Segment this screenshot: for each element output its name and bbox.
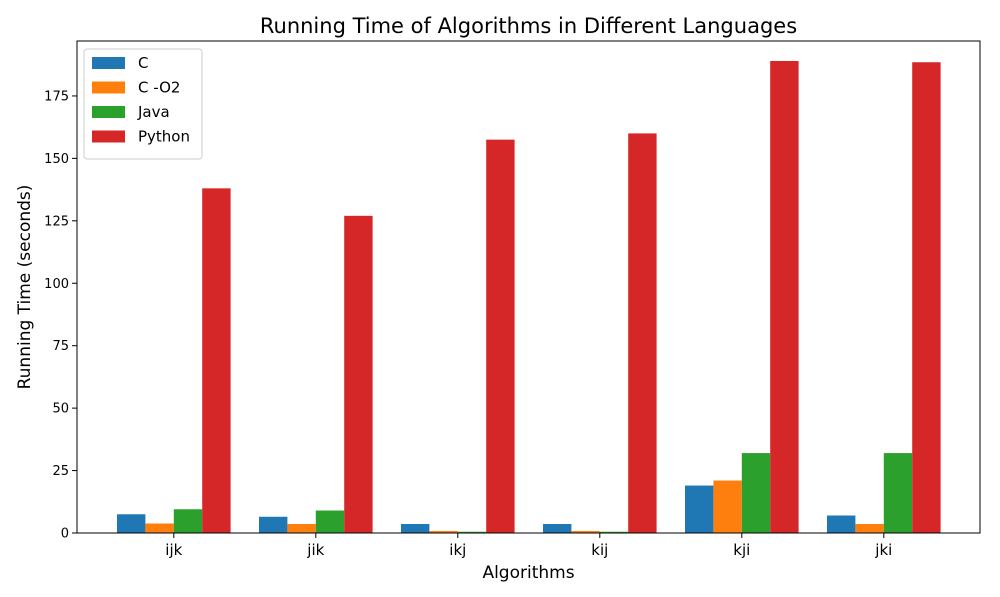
- bar-c-jki: [827, 515, 856, 533]
- legend-label-c: C: [138, 54, 148, 72]
- y-axis-title: Running Time (seconds): [15, 185, 35, 390]
- legend-swatch-java: [92, 106, 125, 118]
- bar-python-ijk: [202, 188, 231, 533]
- bar-java-kij: [599, 531, 629, 533]
- bar-python-kji: [770, 60, 799, 533]
- x-tick-label-jik: jik: [306, 541, 324, 559]
- bar-c-o2-jki: [855, 524, 884, 533]
- x-tick-label-ikj: ikj: [449, 541, 466, 559]
- y-tick-label: 0: [61, 527, 69, 542]
- y-tick-label: 150: [44, 152, 69, 167]
- bar-python-ikj: [486, 139, 515, 533]
- bar-c-o2-kij: [571, 531, 600, 533]
- bar-java-ijk: [173, 509, 203, 533]
- legend-label-java: Java: [137, 103, 170, 121]
- plot-area: 0 25 50 75 100 125 150 175 ijk jik ikj kij kji jki: [44, 40, 981, 559]
- bar-c-jik: [259, 516, 288, 533]
- legend-label-c-o2: C -O2: [138, 79, 180, 97]
- bar-java-jki: [883, 453, 913, 533]
- chart-title: Running Time of Algorithms in Different …: [260, 14, 797, 38]
- legend: C C -O2 Java Python: [83, 48, 203, 160]
- bar-c-o2-kji: [713, 480, 742, 533]
- bar-c-kij: [543, 524, 572, 533]
- y-tick-label: 100: [44, 277, 69, 292]
- y-tick-label: 50: [52, 402, 69, 417]
- legend-label-python: Python: [138, 128, 190, 146]
- axes-frame: [76, 40, 981, 534]
- bar-java-ikj: [457, 531, 487, 533]
- bar-c-o2-ijk: [145, 523, 174, 533]
- bar-python-jki: [912, 62, 941, 533]
- legend-swatch-c: [92, 57, 125, 69]
- x-axis-title: Algorithms: [482, 563, 574, 583]
- y-tick-label: 75: [52, 339, 69, 354]
- bar-c-ijk: [117, 514, 146, 533]
- legend-swatch-c-o2: [92, 81, 125, 94]
- x-tick-label-jki: jki: [874, 541, 892, 559]
- legend-swatch-python: [92, 130, 125, 143]
- x-tick-label-kji: kji: [733, 541, 750, 559]
- bar-java-kji: [741, 453, 771, 533]
- bar-python-kij: [628, 133, 657, 533]
- y-tick-label: 175: [44, 89, 69, 104]
- bar-java-jik: [315, 510, 345, 533]
- bar-python-jik: [344, 215, 373, 533]
- bar-c-ikj: [401, 524, 430, 533]
- y-tick-label: 25: [52, 464, 69, 479]
- bar-c-o2-jik: [287, 524, 316, 533]
- y-tick-label: 125: [44, 214, 69, 229]
- bar-c-o2-ikj: [429, 531, 458, 533]
- bar-c-kji: [685, 485, 714, 533]
- x-tick-label-ijk: ijk: [165, 541, 182, 559]
- x-tick-label-kij: kij: [591, 541, 608, 559]
